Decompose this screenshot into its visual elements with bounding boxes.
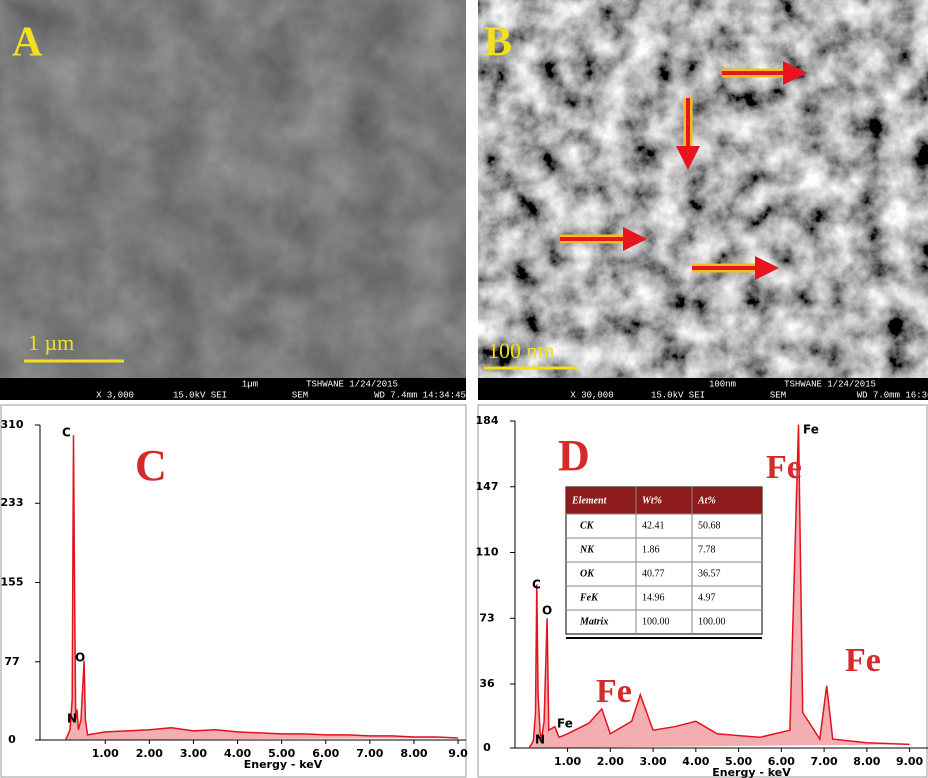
table-header: At% bbox=[697, 495, 716, 506]
y-tick-label: 155 bbox=[1, 576, 24, 589]
peak-label: C bbox=[532, 578, 541, 592]
element-table: Element Wt% At% CK 42.41 50.68 NK 1.86 7.78 OK 40.… bbox=[566, 487, 762, 638]
x-tick-label: 4.00 bbox=[682, 755, 709, 768]
table-cell: 50.68 bbox=[698, 520, 721, 531]
info-text: 15.0kV SEI bbox=[173, 390, 227, 400]
table-cell: OK bbox=[580, 568, 595, 579]
table-cell: Matrix bbox=[579, 616, 608, 627]
info-text: 100nm bbox=[709, 379, 736, 389]
y-tick-label: 184 bbox=[476, 414, 499, 427]
x-tick-label: 8.00 bbox=[400, 747, 427, 760]
y-tick-label: 147 bbox=[476, 480, 499, 493]
x-tick-label: 1.00 bbox=[554, 755, 581, 768]
peak-label: Fe bbox=[596, 673, 632, 710]
y-tick-label: 233 bbox=[1, 496, 24, 509]
peak-label: Fe bbox=[803, 423, 819, 437]
peak-label: O bbox=[542, 604, 552, 618]
scale-label: 100 nm bbox=[488, 338, 555, 363]
panel-letter: A bbox=[12, 20, 43, 66]
y-tick-label: 36 bbox=[479, 677, 495, 690]
x-tick-label: 9.0 bbox=[448, 747, 468, 760]
peak-label: O bbox=[75, 651, 85, 665]
table-cell: 42.41 bbox=[642, 520, 665, 531]
peak-label: Fe bbox=[845, 642, 881, 679]
x-tick-label: 1.00 bbox=[92, 747, 119, 760]
table-cell: 100.00 bbox=[698, 616, 726, 627]
y-tick-label: 77 bbox=[4, 655, 19, 668]
x-tick-label: 7.00 bbox=[356, 747, 383, 760]
panel-b: B 100 nm bbox=[478, 0, 928, 400]
x-tick-label: 3.00 bbox=[180, 747, 207, 760]
info-text: X 30,000 bbox=[570, 390, 613, 400]
info-text: 15.0kV SEI bbox=[651, 390, 705, 400]
peak-label: Fe bbox=[766, 449, 802, 486]
x-axis-label: Energy - keV bbox=[244, 758, 323, 771]
table-header: Wt% bbox=[642, 495, 662, 506]
info-text: WD 7.0mm 16:36:1 bbox=[857, 390, 928, 400]
y-tick-label: 110 bbox=[476, 546, 499, 559]
panel-letter: C bbox=[135, 441, 167, 490]
table-cell: CK bbox=[580, 520, 595, 531]
table-cell: 14.96 bbox=[642, 592, 665, 603]
table-cell: 1.86 bbox=[642, 544, 660, 555]
info-text: TSHWANE 1/24/2015 bbox=[306, 379, 398, 389]
panel-a: A 1 µm bbox=[0, 0, 466, 400]
scale-label: 1 µm bbox=[28, 330, 74, 355]
table-cell: 36.57 bbox=[698, 568, 721, 579]
info-text: SEM bbox=[770, 390, 786, 400]
table-cell: 100.00 bbox=[642, 616, 670, 627]
table-cell: NK bbox=[579, 544, 595, 555]
table-cell: 40.77 bbox=[642, 568, 665, 579]
info-text: 1µm bbox=[242, 379, 258, 389]
figure: A 1 µm B 100 nm X 3,00015.0kV SEI1µmSEMT… bbox=[0, 0, 928, 778]
x-axis-label: Energy - keV bbox=[712, 766, 791, 778]
y-tick-label: 73 bbox=[479, 611, 494, 624]
y-tick-label: 0 bbox=[483, 741, 491, 754]
info-text: SEM bbox=[292, 390, 308, 400]
y-tick-label: 0 bbox=[8, 733, 16, 746]
panel-letter: B bbox=[484, 20, 512, 66]
table-cell: 7.78 bbox=[698, 544, 716, 555]
info-text: WD 7.4mm 14:34:45 bbox=[374, 390, 466, 400]
x-tick-label: 3.00 bbox=[640, 755, 667, 768]
x-tick-label: 9.00 bbox=[896, 755, 923, 768]
y-tick-label: 310 bbox=[1, 418, 24, 431]
spectrum-line bbox=[66, 435, 459, 740]
peak-label: C bbox=[62, 426, 71, 440]
x-tick-label: 8.00 bbox=[853, 755, 880, 768]
info-text: TSHWANE 1/24/2015 bbox=[784, 379, 876, 389]
x-tick-label: 2.00 bbox=[136, 747, 163, 760]
table-cell: 4.97 bbox=[698, 592, 716, 603]
peak-label: N bbox=[67, 712, 77, 726]
peak-label: N bbox=[535, 733, 545, 747]
x-tick-label: 2.00 bbox=[597, 755, 624, 768]
info-text: X 3,000 bbox=[96, 390, 134, 400]
peak-label: Fe bbox=[557, 717, 573, 731]
table-header: Element bbox=[571, 495, 608, 506]
table-cell: FeK bbox=[579, 592, 599, 603]
x-tick-label: 7.00 bbox=[811, 755, 838, 768]
panel-letter: D bbox=[558, 431, 590, 480]
